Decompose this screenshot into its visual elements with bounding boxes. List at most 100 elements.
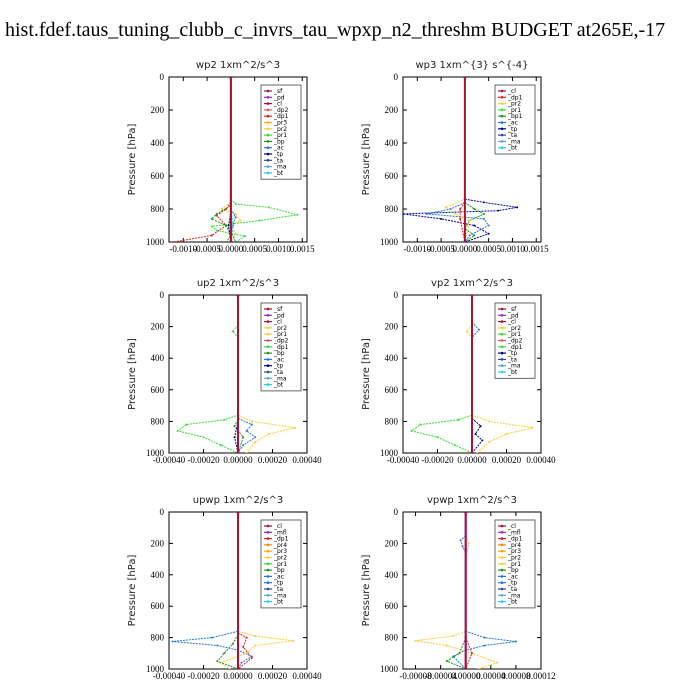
- series-group: [414, 512, 517, 669]
- legend-label: _dp1: [507, 94, 523, 101]
- x-tick-label: 0.0005: [476, 244, 501, 254]
- legend: _cl_mfl_dp1_pr4_pr3_pr2_pr1_bp_ac_tp_ta_…: [494, 519, 536, 609]
- y-tick-label: 800: [385, 204, 399, 214]
- legend-marker: [266, 531, 270, 534]
- series-point-tp: [474, 433, 477, 436]
- series-point-cl: [236, 512, 240, 514]
- legend-label: _cl: [273, 523, 282, 530]
- y-tick-label: 600: [151, 171, 165, 181]
- legend-marker: [500, 351, 504, 355]
- x-tick-label: 0.00012: [526, 671, 555, 681]
- series-point-sf: [229, 240, 233, 242]
- series-point-pr2: [505, 433, 508, 436]
- x-tick-label: 0.0010: [266, 244, 291, 254]
- series-point-tp: [482, 201, 485, 204]
- legend-label: _dp1: [273, 536, 289, 543]
- legend-label: _pr1: [507, 561, 521, 568]
- series-point-dp1: [225, 208, 228, 210]
- y-tick-label: 400: [151, 353, 165, 363]
- legend-marker: [500, 96, 504, 99]
- series-point-bp: [210, 217, 213, 220]
- series-point-pr1: [250, 420, 253, 423]
- legend-label: _tp: [507, 350, 517, 357]
- series-point-cl: [463, 77, 467, 79]
- legend-label: _ma: [273, 164, 287, 171]
- legend-label: _dp2: [507, 338, 523, 345]
- series-point-ac: [254, 436, 257, 439]
- series-point-sf: [236, 295, 240, 297]
- legend-label: _bp: [273, 567, 285, 574]
- series-point-bp1: [473, 234, 476, 237]
- panel-title: wp3 1xm^{3} s^{-4}: [415, 60, 528, 71]
- legend-marker: [266, 345, 270, 349]
- legend-label: _tp: [273, 580, 283, 587]
- y-tick-label: 1000: [146, 448, 165, 458]
- series-point-bp: [242, 436, 245, 439]
- legend-label: _tp: [273, 363, 283, 370]
- series-line-pr2: [219, 630, 294, 669]
- legend-marker: [500, 575, 504, 578]
- series-point-dp1: [202, 436, 205, 439]
- legend-label: _pr4: [273, 542, 287, 549]
- series-point-tp: [233, 436, 236, 439]
- series-point-dp1: [231, 330, 234, 333]
- legend-label: _pd: [273, 312, 285, 319]
- y-tick-label: 200: [385, 538, 399, 548]
- legend-label: _bp: [273, 350, 285, 357]
- x-tick-label: 0.00040: [526, 455, 556, 465]
- series-point-cl: [464, 667, 468, 669]
- legend: _cl_dp1_pr2_pr1_bp1_ac_tp_ta_ma_bt: [494, 84, 536, 155]
- x-tick-label: -0.00008: [399, 671, 432, 681]
- series-point-pr2: [468, 219, 471, 222]
- series-point-bp: [223, 652, 226, 655]
- series-point-bp: [225, 241, 228, 242]
- x-tick-label: 0.0015: [290, 244, 315, 254]
- legend-marker: [266, 146, 270, 149]
- legend-marker: [266, 600, 270, 603]
- x-tick-label: -0.00040: [153, 455, 186, 465]
- legend-label: _bp: [507, 567, 519, 574]
- legend-marker: [500, 339, 504, 342]
- series-point-dp1: [471, 652, 473, 655]
- series-point-pr2: [444, 206, 447, 209]
- y-tick-label: 600: [385, 171, 399, 181]
- legend-label: _mfl: [507, 529, 521, 536]
- series-point-sf: [470, 451, 474, 453]
- series-point-tp: [483, 644, 486, 647]
- x-tick-label: 0.00000: [457, 455, 487, 465]
- x-tick-label: 0.0005: [242, 244, 267, 254]
- legend-marker: [266, 575, 270, 578]
- series-point-dp1: [459, 217, 462, 220]
- series-point-ac: [468, 234, 471, 237]
- panel-3: up2 1xm^2/s^3 Pressure [hPa] 0 200 400 600 800…: [127, 278, 322, 465]
- x-tick-label: -0.0010: [169, 244, 197, 254]
- plot-frame: [402, 511, 542, 670]
- legend-label: _ta: [507, 356, 517, 363]
- series-point-ac: [250, 423, 253, 426]
- legend-label: _pr2: [273, 126, 287, 133]
- legend-label: _bp1: [507, 113, 523, 120]
- legend: _sf_pd_cl_dp2_dp1_pr3_pr2_pr1_bp_ac_tp_t…: [260, 84, 302, 180]
- legend-label: _ma: [507, 363, 521, 370]
- legend-marker: [266, 364, 270, 368]
- legend-marker: [500, 114, 504, 118]
- series-point-pr1: [267, 206, 270, 209]
- series-line-ac: [460, 535, 467, 554]
- y-tick-label: 200: [151, 105, 165, 115]
- series-point-bp: [445, 660, 448, 663]
- x-tick-label: 0.00000: [223, 455, 253, 465]
- legend-label: _pr1: [273, 132, 287, 139]
- series-point-ac: [482, 217, 485, 220]
- panel-1: wp2 1xm^2/s^3 Pressure [hPa] 0 200 400 600 800…: [127, 60, 315, 254]
- y-tick-label: 400: [385, 570, 399, 580]
- y-axis-label: Pressure [hPa]: [127, 555, 138, 627]
- legend-marker: [500, 345, 504, 349]
- series-point-ac: [449, 208, 452, 210]
- series-point-dp1: [453, 444, 456, 447]
- series-point-pr1: [258, 219, 261, 222]
- series-point-tp: [171, 640, 174, 643]
- y-tick-label: 0: [160, 507, 165, 517]
- panel-2: wp3 1xm^{3} s^{-4} Pressure [hPa] 0 200 400 6…: [361, 60, 549, 254]
- legend-label: _pr1: [507, 331, 521, 338]
- legend-marker: [500, 314, 504, 317]
